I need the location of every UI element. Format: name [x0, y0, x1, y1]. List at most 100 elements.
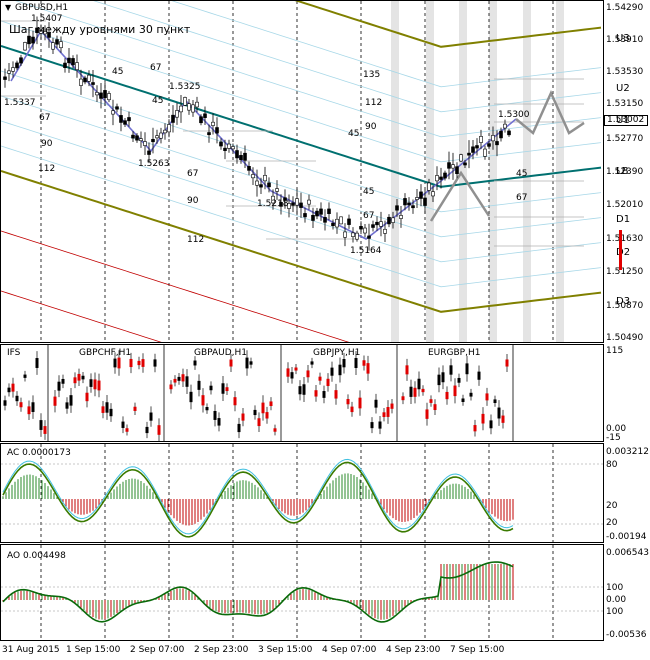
candle-body — [15, 62, 19, 69]
candle-body — [359, 226, 363, 230]
ac-scale-tick: 20 — [606, 518, 618, 528]
ifs-bar — [181, 374, 185, 382]
candle-body — [199, 116, 203, 124]
candle-body — [155, 135, 159, 139]
candle-body — [255, 180, 259, 186]
candle-body — [107, 93, 111, 101]
ifs-bar — [501, 415, 505, 423]
ifs-bar — [133, 406, 137, 411]
candle-body — [415, 197, 419, 200]
chart-menu-icon[interactable]: ▼ — [5, 3, 12, 12]
ifs-bar — [65, 402, 69, 409]
ifs-bar — [362, 360, 366, 366]
ifs-bar — [485, 393, 489, 401]
ifs-bar — [286, 368, 290, 377]
candle-body — [475, 145, 479, 149]
candle-body — [99, 92, 103, 99]
envelope-line — [1, 95, 602, 238]
d-red-line — [1, 230, 350, 342]
ac-title: AC 0.0000173 — [7, 448, 71, 458]
ifs-bar — [141, 359, 145, 367]
candle-body — [119, 115, 123, 123]
ifs-bar — [378, 421, 382, 429]
candle-body — [447, 162, 451, 169]
candle-body — [247, 166, 251, 171]
ao-title: AO 0.004498 — [7, 551, 66, 561]
ifs-bar — [489, 420, 493, 429]
main-price-pane[interactable]: GBPUSD,H1 ▼ Шаг между уровнями 30 пункт … — [0, 0, 604, 343]
ac-canvas — [1, 444, 603, 542]
price-tick: 1.50870 — [606, 301, 644, 311]
candle-body — [79, 78, 83, 86]
ifs-bar — [265, 412, 269, 419]
ac-indicator-pane[interactable]: AC 0.0000173 — [0, 443, 604, 543]
pivot-label-high: 1.5407 — [31, 14, 63, 24]
price-scale[interactable] — [604, 0, 650, 343]
ifs-bar — [19, 402, 23, 408]
candle-body — [151, 138, 155, 143]
level-label-d1: D1 — [616, 214, 631, 225]
ifs-bar — [390, 403, 394, 409]
d3-line — [1, 170, 602, 313]
ac-scale-tick: -0.00194 — [606, 532, 647, 542]
candle-body — [323, 217, 327, 223]
ifs-bar — [173, 378, 177, 383]
ifs-title: IFS — [7, 348, 21, 358]
ifs-bar — [177, 376, 181, 381]
session-band — [459, 1, 467, 342]
ifs-bar — [145, 426, 149, 434]
price-tick: 1.50490 — [606, 333, 644, 343]
ao-indicator-pane[interactable]: AO 0.004498 — [0, 544, 604, 641]
candle-body — [291, 202, 295, 206]
ifs-bar — [386, 407, 390, 417]
ifs-pair-label: GBPJPY,H1 — [313, 348, 361, 358]
candle-body — [339, 216, 343, 225]
candle-body — [143, 141, 147, 146]
ifs-bar — [302, 384, 306, 395]
ifs-indicator-pane[interactable]: IFS GBPCHF,H1 GBPAUD,H1 GBPJPY,H1 EURGBP… — [0, 344, 604, 442]
price-tick: 1.54290 — [606, 3, 644, 13]
offset-label: 45 — [112, 67, 124, 77]
ifs-bar — [346, 399, 350, 405]
candle-body — [7, 70, 11, 74]
ifs-bar — [273, 428, 277, 432]
candle-body — [103, 90, 107, 99]
candle-body — [371, 224, 375, 228]
candle-body — [263, 174, 267, 182]
session-band — [556, 1, 564, 342]
candle-body — [11, 67, 15, 72]
ifs-bar — [105, 402, 109, 413]
ifs-bar — [253, 409, 257, 416]
ifs-bar — [217, 418, 221, 426]
ifs-bar — [157, 425, 161, 435]
pivot-label-low3: 1.5164 — [350, 246, 382, 256]
d2-marker — [619, 230, 622, 270]
time-tick: 4 Sep 23:00 — [386, 645, 441, 655]
offset-label: 90 — [187, 196, 199, 206]
ifs-bar — [338, 364, 342, 376]
ifs-bar — [3, 400, 7, 406]
candle-body — [159, 132, 163, 139]
ifs-bar — [493, 399, 497, 404]
ifs-bar — [477, 371, 481, 380]
ifs-bar — [189, 391, 193, 403]
ifs-bar — [109, 408, 113, 417]
candle-body — [223, 147, 227, 151]
ifs-bar — [89, 379, 93, 387]
candle-body — [367, 235, 371, 239]
offset-label: 67 — [363, 211, 375, 221]
candle-body — [279, 202, 283, 207]
ac-main-line — [2, 461, 514, 538]
candle-body — [211, 121, 215, 126]
candle-body — [267, 182, 271, 188]
candle-body — [479, 136, 483, 143]
ifs-bar — [437, 374, 441, 386]
pivot-label-low2: 1.5218 — [257, 199, 289, 209]
candle-body — [343, 231, 347, 238]
candle-body — [55, 39, 59, 45]
ifs-bar — [358, 397, 362, 409]
candle-body — [111, 110, 115, 115]
candle-body — [411, 205, 415, 209]
candle-body — [3, 76, 7, 80]
ao-main-line — [2, 561, 514, 623]
